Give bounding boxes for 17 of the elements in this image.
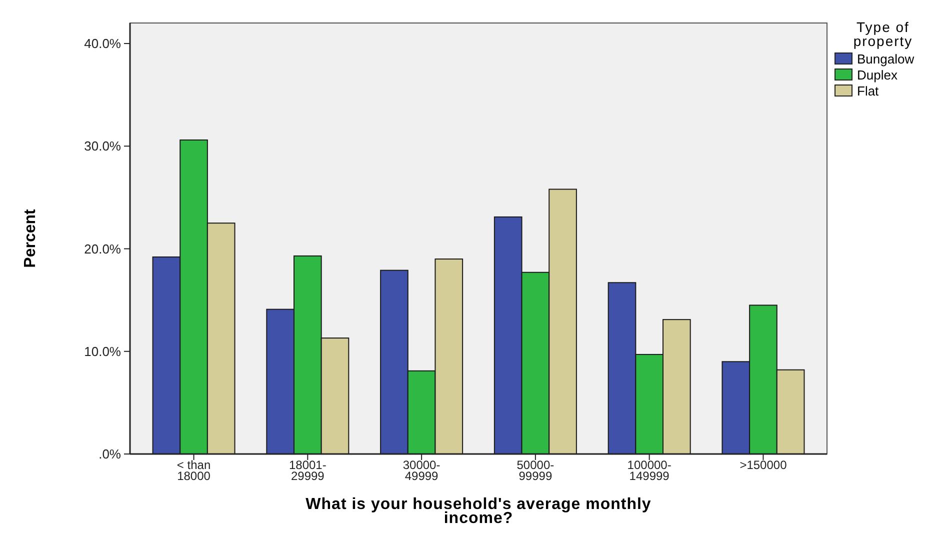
x-tick-label: 18001- 29999: [288, 458, 326, 483]
x-tick-label: >150000: [740, 458, 788, 472]
y-tick-label: .0%: [98, 446, 122, 462]
legend-label: Duplex: [857, 68, 898, 83]
y-tick-label: 10.0%: [84, 344, 122, 359]
y-tick-label: 30.0%: [84, 138, 122, 154]
legend-label: Bungalow: [857, 52, 915, 67]
x-tick-label: 50000- 99999: [516, 458, 554, 483]
x-tick-label: 100000- 149999: [627, 458, 672, 483]
x-tick-label: 30000- 49999: [402, 458, 440, 483]
x-axis-title: What is your household's average monthly income?: [306, 496, 652, 527]
legend-title: Type of property: [853, 19, 913, 49]
y-tick-label: 20.0%: [84, 241, 122, 256]
x-tick-label: < than 18000: [176, 458, 211, 483]
legend-label: Flat: [857, 84, 880, 99]
y-tick-label: 40.0%: [84, 36, 122, 52]
y-axis-title: Percent: [22, 208, 39, 268]
